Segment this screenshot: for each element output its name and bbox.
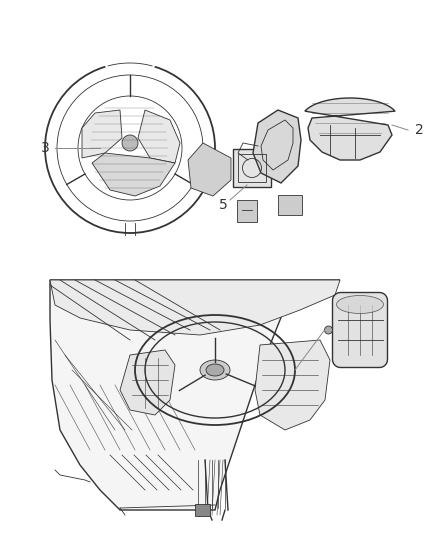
Polygon shape [188,143,231,196]
Circle shape [325,326,332,334]
Text: 2: 2 [415,123,424,137]
Polygon shape [255,340,330,430]
Text: 3: 3 [41,141,49,155]
Polygon shape [120,350,175,415]
Polygon shape [50,280,340,335]
Circle shape [122,135,138,151]
Polygon shape [305,98,395,160]
Polygon shape [332,293,388,367]
Polygon shape [253,110,301,183]
Polygon shape [50,280,340,510]
Polygon shape [92,153,175,196]
Bar [278,195,302,215]
Bar [237,200,257,222]
Polygon shape [82,110,122,158]
Bar [195,504,210,516]
Ellipse shape [200,360,230,380]
Ellipse shape [206,364,224,376]
Bar [238,154,266,182]
Bar [233,149,271,187]
Polygon shape [138,110,180,163]
Text: 5: 5 [219,198,227,212]
Ellipse shape [336,295,384,313]
